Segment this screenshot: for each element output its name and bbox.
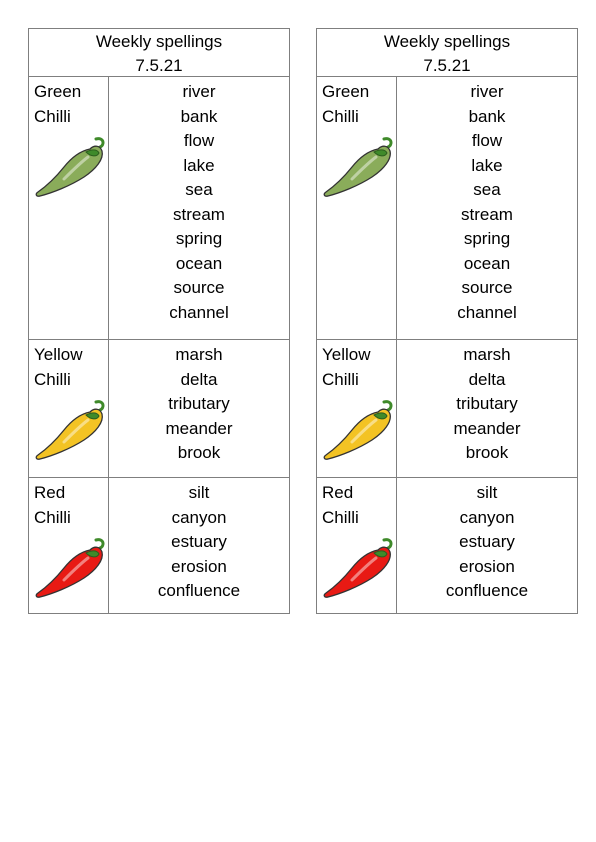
spelling-word: flow <box>183 131 215 150</box>
card-header: Weekly spellings 7.5.21 <box>317 29 577 77</box>
level-name: Yellow Chilli <box>34 345 83 389</box>
level-row-red: Red Chilli silt canyon estuary erosion confl… <box>317 478 577 613</box>
spelling-word: lake <box>183 155 215 175</box>
spelling-word: erosion <box>171 556 227 576</box>
level-name: Green Chilli <box>34 82 82 126</box>
spelling-word: erosion <box>459 556 515 576</box>
spelling-word: meander <box>165 418 233 438</box>
spelling-word: lake <box>471 155 503 175</box>
spelling-word: river <box>470 82 504 101</box>
red-chilli-icon <box>322 536 396 600</box>
word-list: river bank flow lake sea stream spring ocean sou… <box>109 77 289 339</box>
level-row-green: Green Chilli river bank flow lake sea stream s… <box>29 77 289 340</box>
card-title: Weekly spellings <box>95 32 223 51</box>
spelling-word: tributary <box>456 394 518 413</box>
spelling-word: silt <box>476 483 498 502</box>
spelling-word: river <box>182 82 216 101</box>
level-name: Red Chilli <box>34 483 71 527</box>
spelling-word: delta <box>180 369 218 389</box>
card-title: Weekly spellings <box>383 32 511 51</box>
spelling-word: channel <box>457 302 517 322</box>
spelling-card-left: Weekly spellings 7.5.21 Green Chilli riv… <box>28 28 290 614</box>
word-list: silt canyon estuary erosion confluence <box>397 478 577 613</box>
card-date: 7.5.21 <box>423 56 471 75</box>
level-row-red: Red Chilli silt canyon estuary erosion confl… <box>29 478 289 613</box>
word-list: marsh delta tributary meander brook <box>109 340 289 477</box>
level-row-yellow: Yellow Chilli marsh delta tributary meander… <box>317 340 577 478</box>
level-label-cell: Red Chilli <box>317 478 397 613</box>
level-name: Green Chilli <box>322 82 370 126</box>
word-list: marsh delta tributary meander brook <box>397 340 577 477</box>
spelling-word: marsh <box>175 345 223 364</box>
level-label-cell: Green Chilli <box>317 77 397 339</box>
spelling-word: spring <box>463 229 511 248</box>
spelling-word: ocean <box>463 253 511 273</box>
spelling-word: confluence <box>157 581 241 600</box>
spelling-word: marsh <box>463 345 511 364</box>
level-name: Red Chilli <box>322 483 359 527</box>
spelling-word: channel <box>169 302 229 322</box>
level-label-cell: Yellow Chilli <box>29 340 109 477</box>
spelling-word: source <box>173 278 225 297</box>
spelling-word: canyon <box>459 507 515 527</box>
level-label-cell: Green Chilli <box>29 77 109 339</box>
spelling-word: flow <box>471 131 503 150</box>
level-label-cell: Red Chilli <box>29 478 109 613</box>
card-header: Weekly spellings 7.5.21 <box>29 29 289 77</box>
spelling-word: estuary <box>459 532 515 551</box>
spelling-word: estuary <box>171 532 227 551</box>
yellow-chilli-icon <box>34 398 108 462</box>
spelling-word: meander <box>453 418 521 438</box>
spelling-word: delta <box>468 369 506 389</box>
red-chilli-icon <box>34 536 108 600</box>
word-list: river bank flow lake sea stream spring ocean sou… <box>397 77 577 339</box>
level-row-yellow: Yellow Chilli marsh delta tributary meander… <box>29 340 289 478</box>
card-date: 7.5.21 <box>135 56 183 75</box>
spelling-word: sea <box>185 180 213 199</box>
spelling-word: sea <box>473 180 501 199</box>
spelling-word: bank <box>180 106 218 126</box>
yellow-chilli-icon <box>322 398 396 462</box>
spelling-word: spring <box>175 229 223 248</box>
spelling-word: silt <box>188 483 210 502</box>
spelling-word: stream <box>461 204 513 224</box>
spelling-word: tributary <box>168 394 230 413</box>
level-label-cell: Yellow Chilli <box>317 340 397 477</box>
spelling-word: brook <box>177 443 221 462</box>
spelling-card-right: Weekly spellings 7.5.21 Green Chilli riv… <box>316 28 578 614</box>
spelling-word: ocean <box>175 253 223 273</box>
spelling-word: stream <box>173 204 225 224</box>
green-chilli-icon <box>34 135 108 199</box>
spelling-word: brook <box>465 443 509 462</box>
level-row-green: Green Chilli river bank flow lake sea stream s… <box>317 77 577 340</box>
spelling-word: bank <box>468 106 506 126</box>
spelling-word: source <box>461 278 513 297</box>
word-list: silt canyon estuary erosion confluence <box>109 478 289 613</box>
spelling-word: confluence <box>445 581 529 600</box>
level-name: Yellow Chilli <box>322 345 371 389</box>
spelling-word: canyon <box>171 507 227 527</box>
green-chilli-icon <box>322 135 396 199</box>
